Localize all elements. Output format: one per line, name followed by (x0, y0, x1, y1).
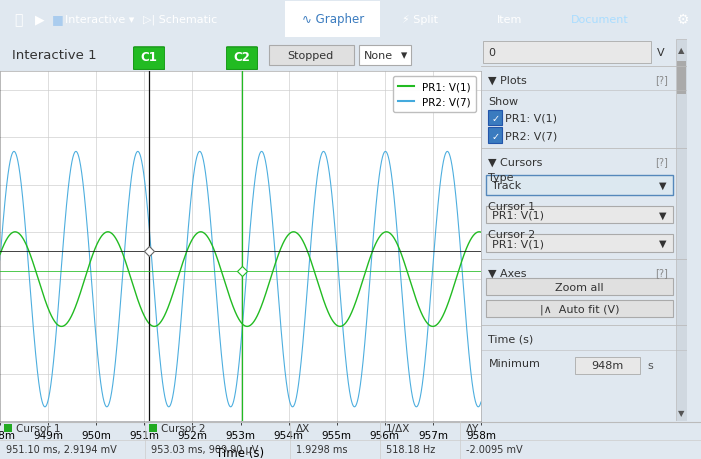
Text: Cursor 1: Cursor 1 (489, 202, 536, 212)
Text: ■: ■ (52, 13, 64, 27)
Text: 953.03 ms, 909.90 μV: 953.03 ms, 909.90 μV (151, 444, 259, 454)
Text: ▶: ▶ (35, 13, 45, 27)
Text: ✓: ✓ (491, 114, 499, 124)
Text: Document: Document (571, 15, 629, 25)
Text: Track: Track (492, 181, 522, 191)
FancyBboxPatch shape (486, 176, 673, 196)
X-axis label: Time (s): Time (s) (217, 446, 264, 459)
Text: ▼: ▼ (678, 408, 685, 417)
Text: PR1: V(1): PR1: V(1) (492, 239, 544, 249)
Text: Interactive 1: Interactive 1 (12, 50, 97, 62)
Text: ⓘ: ⓘ (14, 13, 22, 27)
Text: Cursor 1: Cursor 1 (16, 423, 60, 433)
FancyBboxPatch shape (486, 279, 673, 296)
FancyBboxPatch shape (486, 300, 673, 318)
Text: PR1: V(1): PR1: V(1) (505, 113, 557, 123)
Text: PR1: V(1): PR1: V(1) (492, 210, 544, 220)
Text: 951.10 ms, 2.9194 mV: 951.10 ms, 2.9194 mV (6, 444, 117, 454)
FancyBboxPatch shape (486, 235, 673, 252)
Text: C1: C1 (141, 51, 158, 64)
Legend: PR1: V(1), PR2: V(7): PR1: V(1), PR2: V(7) (393, 77, 476, 112)
Text: ⚡ Split: ⚡ Split (402, 15, 438, 25)
Text: ▲: ▲ (678, 46, 685, 55)
Text: |∧  Auto fit (V): |∧ Auto fit (V) (540, 304, 619, 314)
Text: 1/ΔX: 1/ΔX (386, 423, 410, 433)
FancyBboxPatch shape (359, 46, 411, 66)
FancyBboxPatch shape (483, 42, 651, 64)
FancyBboxPatch shape (226, 48, 258, 71)
Text: 0: 0 (489, 48, 496, 58)
Text: ▼: ▼ (659, 210, 667, 220)
Text: Time (s): Time (s) (489, 333, 533, 343)
Text: Stopped: Stopped (287, 51, 334, 61)
Text: Minimum: Minimum (489, 358, 540, 369)
Text: V: V (657, 48, 665, 58)
FancyBboxPatch shape (4, 424, 12, 432)
Text: Type: Type (489, 172, 514, 182)
Text: ▼ Axes: ▼ Axes (489, 268, 527, 278)
FancyBboxPatch shape (149, 424, 157, 432)
Text: 948m: 948m (591, 361, 623, 370)
Text: s: s (648, 361, 653, 370)
FancyBboxPatch shape (486, 207, 673, 224)
Text: ▼: ▼ (659, 239, 667, 249)
FancyBboxPatch shape (285, 2, 380, 38)
Text: PR2: V(7): PR2: V(7) (505, 131, 557, 141)
Text: [?]: [?] (655, 268, 668, 278)
Text: ΔX: ΔX (296, 423, 311, 433)
Text: ▷| Schematic: ▷| Schematic (143, 15, 217, 25)
Text: ∿ Grapher: ∿ Grapher (302, 13, 364, 27)
Text: Item: Item (497, 15, 523, 25)
FancyBboxPatch shape (676, 40, 687, 421)
Text: [?]: [?] (655, 75, 668, 85)
Text: Interactive ▾: Interactive ▾ (65, 15, 135, 25)
Text: ▼ Plots: ▼ Plots (489, 75, 527, 85)
Text: ▼: ▼ (659, 181, 667, 191)
Text: 1.9298 ms: 1.9298 ms (296, 444, 348, 454)
Text: [?]: [?] (655, 157, 668, 167)
Text: C2: C2 (233, 51, 250, 64)
Text: 518.18 Hz: 518.18 Hz (386, 444, 435, 454)
Text: Cursor 2: Cursor 2 (489, 230, 536, 240)
FancyBboxPatch shape (676, 62, 686, 95)
FancyBboxPatch shape (575, 357, 640, 374)
Text: None: None (365, 51, 393, 61)
FancyBboxPatch shape (133, 48, 165, 71)
FancyBboxPatch shape (268, 46, 354, 66)
Text: Cursor 2: Cursor 2 (161, 423, 205, 433)
Text: ✓: ✓ (491, 131, 499, 141)
FancyBboxPatch shape (489, 128, 502, 143)
Text: -2.0095 mV: -2.0095 mV (466, 444, 523, 454)
Text: ΔY: ΔY (466, 423, 479, 433)
Text: ▼ Cursors: ▼ Cursors (489, 157, 543, 167)
Text: Zoom all: Zoom all (555, 282, 604, 292)
Text: ⚙: ⚙ (676, 13, 689, 27)
Text: Show: Show (489, 97, 519, 107)
FancyBboxPatch shape (489, 111, 502, 126)
Text: ▾: ▾ (401, 50, 407, 62)
